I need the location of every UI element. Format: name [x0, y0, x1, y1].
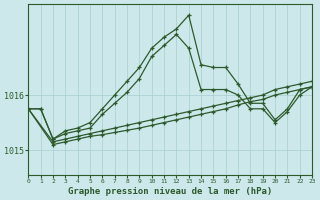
X-axis label: Graphe pression niveau de la mer (hPa): Graphe pression niveau de la mer (hPa) — [68, 187, 272, 196]
